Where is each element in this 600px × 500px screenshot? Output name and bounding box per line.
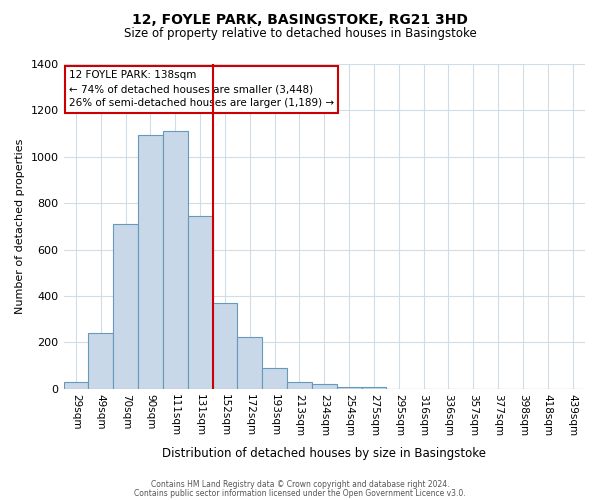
Bar [362,386,386,389]
Bar [337,386,362,389]
Bar [312,384,337,389]
Bar [262,368,287,389]
X-axis label: Distribution of detached houses by size in Basingstoke: Distribution of detached houses by size … [162,447,486,460]
Text: 12 FOYLE PARK: 138sqm
← 74% of detached houses are smaller (3,448)
26% of semi-d: 12 FOYLE PARK: 138sqm ← 74% of detached … [69,70,334,108]
Bar [188,216,212,389]
Bar [238,336,262,389]
Bar [113,224,138,389]
Y-axis label: Number of detached properties: Number of detached properties [15,139,25,314]
Bar [163,132,188,389]
Text: Contains public sector information licensed under the Open Government Licence v3: Contains public sector information licen… [134,488,466,498]
Bar [138,135,163,389]
Bar [88,333,113,389]
Text: 12, FOYLE PARK, BASINGSTOKE, RG21 3HD: 12, FOYLE PARK, BASINGSTOKE, RG21 3HD [132,12,468,26]
Bar [287,382,312,389]
Text: Size of property relative to detached houses in Basingstoke: Size of property relative to detached ho… [124,28,476,40]
Bar [212,303,238,389]
Text: Contains HM Land Registry data © Crown copyright and database right 2024.: Contains HM Land Registry data © Crown c… [151,480,449,489]
Bar [64,382,88,389]
